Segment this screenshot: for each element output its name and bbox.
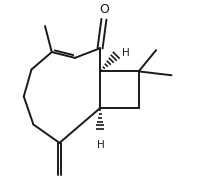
Text: H: H (97, 140, 105, 150)
Text: O: O (99, 3, 109, 16)
Text: H: H (122, 48, 130, 58)
